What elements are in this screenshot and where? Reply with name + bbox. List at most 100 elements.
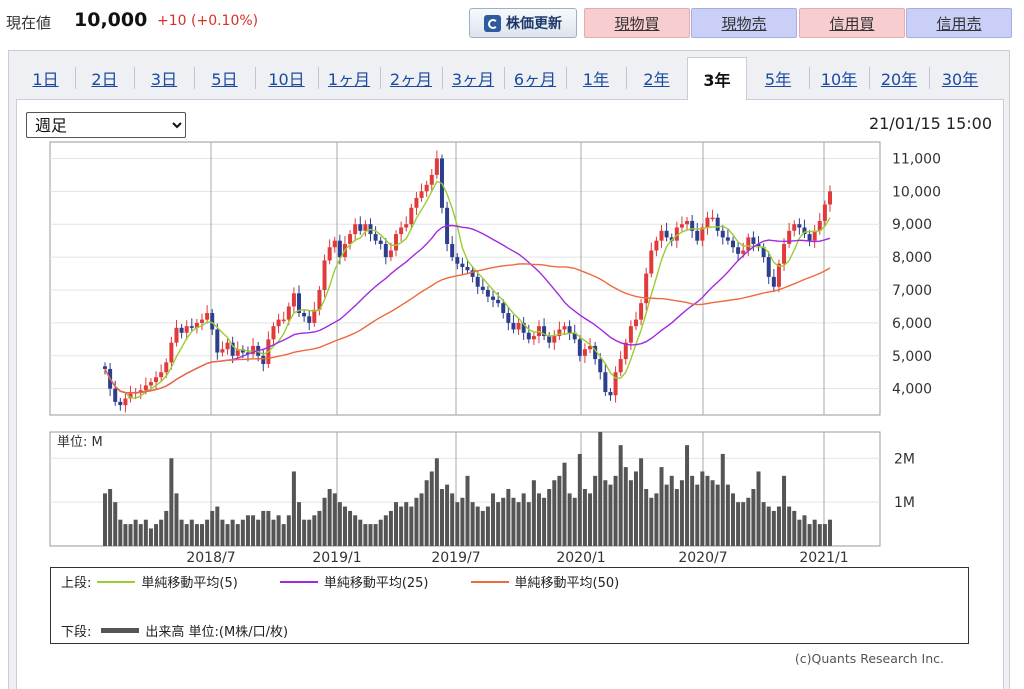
- candle-body-92: [572, 332, 577, 340]
- tab-2[interactable]: 3日: [134, 57, 194, 99]
- volume-bar-79: [506, 489, 511, 546]
- volume-bar-90: [562, 462, 567, 546]
- candle-body-111: [669, 237, 674, 241]
- volume-bar-68: [450, 493, 455, 546]
- volume-bar-60: [409, 506, 414, 546]
- candle-body-9: [148, 382, 153, 386]
- candle-body-86: [542, 326, 547, 337]
- candle-body-57: [394, 234, 399, 251]
- candle-body-99: [608, 391, 613, 396]
- tab-9[interactable]: 1年: [566, 57, 626, 99]
- volume-bar-114: [685, 445, 690, 546]
- volume-bar-98: [603, 480, 608, 546]
- volume-bar-34: [276, 515, 281, 546]
- candle-body-51: [363, 224, 368, 231]
- candle-body-123: [730, 240, 735, 248]
- candle-body-84: [531, 336, 536, 340]
- candle-body-114: [685, 220, 690, 225]
- volume-bar-56: [388, 510, 393, 546]
- volume-bar-47: [342, 506, 347, 546]
- margin-buy-button[interactable]: 信用買: [799, 8, 905, 38]
- volume-bar-134: [787, 506, 792, 546]
- volume-bar-26: [235, 524, 240, 546]
- tab-10[interactable]: 2年: [626, 57, 687, 99]
- candle-body-77: [496, 299, 501, 304]
- candle-body-83: [526, 332, 531, 340]
- candle-body-133: [782, 243, 787, 264]
- volume-bar-101: [618, 445, 623, 546]
- tab-15[interactable]: 30年: [929, 57, 991, 99]
- candle-body-127: [751, 237, 756, 244]
- candle-body-60: [409, 207, 414, 225]
- tab-1[interactable]: 2日: [75, 57, 134, 99]
- volume-bar-39: [302, 519, 307, 546]
- candle-body-44: [327, 247, 332, 261]
- candle-body-38: [297, 293, 302, 314]
- volume-bar-118: [705, 475, 710, 546]
- tab-3[interactable]: 5日: [194, 57, 255, 99]
- volume-bar-111: [669, 475, 674, 546]
- tab-7[interactable]: 3ヶ月: [442, 57, 504, 99]
- candle-body-4: [123, 398, 128, 406]
- candle-body-22: [215, 329, 220, 353]
- price-change: +10 (+0.10%): [157, 13, 259, 29]
- tab-11[interactable]: 3年: [687, 57, 747, 100]
- volume-bar-21: [210, 510, 215, 546]
- candle-body-68: [450, 243, 455, 258]
- margin-sell-button[interactable]: 信用売: [906, 8, 1012, 38]
- volume-bar-92: [572, 497, 577, 546]
- volume-bar-130: [766, 506, 771, 546]
- candle-period-select[interactable]: 週足: [26, 112, 186, 138]
- tab-12[interactable]: 5年: [764, 70, 792, 89]
- volume-bar-31: [261, 510, 266, 546]
- candle-body-45: [332, 240, 337, 248]
- tab-4[interactable]: 10日: [255, 57, 318, 99]
- candle-body-142: [828, 191, 832, 205]
- volume-bar-91: [567, 493, 572, 546]
- volume-bar-115: [690, 475, 695, 546]
- candle-body-49: [353, 224, 358, 235]
- candle-body-29: [251, 345, 256, 355]
- tab-13[interactable]: 10年: [809, 57, 869, 99]
- refresh-quote-button[interactable]: 株価更新: [469, 8, 577, 38]
- candle-body-97: [598, 359, 603, 373]
- price-tick-0: 4,000: [892, 382, 932, 398]
- tab-6[interactable]: 2ヶ月: [380, 57, 442, 99]
- candle-body-72: [470, 270, 475, 277]
- volume-bar-82: [521, 493, 526, 546]
- tab-14[interactable]: 20年: [869, 57, 929, 99]
- volume-bar-27: [240, 519, 245, 546]
- cash-buy-button[interactable]: 現物買: [584, 8, 690, 38]
- cash-sell-button[interactable]: 現物売: [691, 8, 797, 38]
- volume-bar-133: [782, 475, 787, 546]
- x-label-0: 2018/7: [186, 550, 235, 566]
- volume-bar-80: [511, 497, 516, 546]
- volume-bar-11: [159, 519, 164, 546]
- candle-body-130: [766, 257, 771, 277]
- candle-body-115: [690, 220, 695, 231]
- volume-bar-25: [230, 519, 235, 546]
- candle-body-100: [613, 372, 618, 396]
- volume-bar-128: [756, 471, 761, 546]
- volume-bar-99: [608, 484, 613, 546]
- volume-bar-30: [256, 519, 261, 546]
- tab-0[interactable]: 1日: [32, 70, 59, 89]
- volume-bar-131: [771, 510, 776, 546]
- candle-body-103: [628, 326, 633, 343]
- candle-body-7: [138, 390, 143, 392]
- volume-bar-141: [822, 524, 827, 546]
- price-tick-7: 11,000: [892, 151, 941, 167]
- volume-bar-8: [143, 519, 148, 546]
- volume-bar-51: [363, 524, 368, 546]
- tab-8[interactable]: 6ヶ月: [504, 57, 566, 99]
- candle-body-8: [143, 385, 148, 391]
- volume-bar-69: [455, 502, 460, 546]
- volume-bar-10: [154, 524, 159, 546]
- volume-bar-40: [307, 519, 312, 546]
- candle-body-48: [348, 234, 353, 244]
- volume-bar-41: [312, 515, 317, 546]
- volume-bar-116: [695, 484, 700, 546]
- volume-bar-76: [491, 493, 496, 546]
- price-tick-1: 5,000: [892, 349, 932, 365]
- tab-5[interactable]: 1ヶ月: [318, 57, 380, 99]
